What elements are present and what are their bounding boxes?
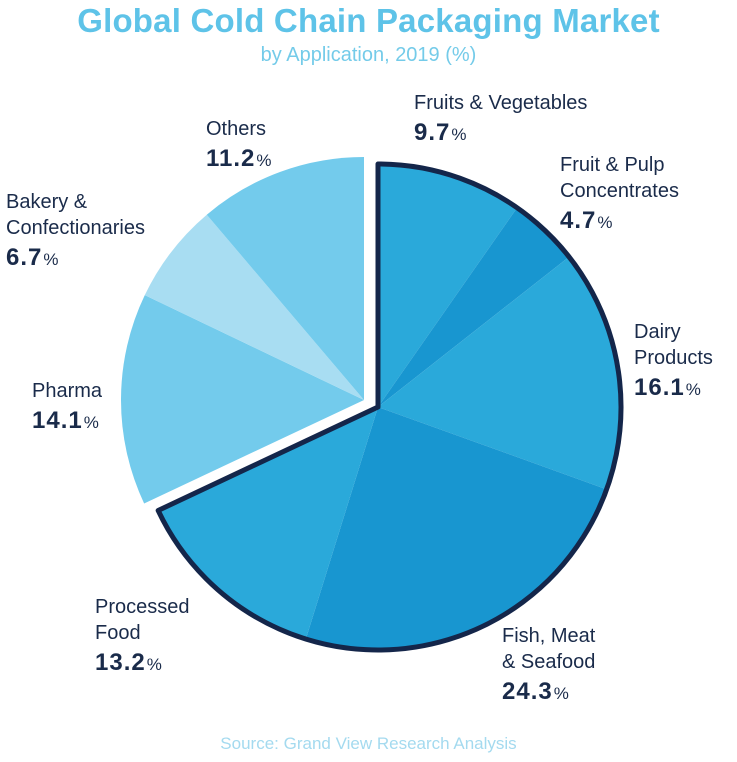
label-name: Processed Food [95, 596, 190, 644]
label-value: 14.1% [32, 407, 100, 434]
label-processed-food: Processed Food 13.2% [95, 594, 190, 678]
pie-slice-pharma [121, 295, 364, 504]
label-name: Fruits & Vegetables [414, 92, 588, 114]
label-value: 24.3% [502, 678, 570, 705]
label-value: 4.7% [560, 207, 614, 234]
pie-slice-fruit-pulp-concentrates [378, 207, 570, 407]
pie-slice-fish-meat-seafood [305, 407, 607, 650]
label-others: Others 11.2% [206, 116, 273, 174]
label-fruit-pulp-concentrates: Fruit & Pulp Concentrates 4.7% [560, 152, 679, 236]
primary-group-outline [155, 161, 624, 653]
label-name: Dairy Products [634, 321, 713, 369]
label-name: Others [206, 118, 267, 140]
label-value: 6.7% [6, 244, 60, 271]
label-name: Fruit & Pulp Concentrates [560, 154, 679, 202]
label-pharma: Pharma 14.1% [32, 378, 102, 436]
chart-subtitle: by Application, 2019 (%) [260, 44, 477, 66]
pie-slice-processed-food [158, 407, 378, 640]
label-dairy-products: Dairy Products 16.1% [634, 319, 713, 403]
label-fruits-vegetables: Fruits & Vegetables 9.7% [414, 90, 587, 148]
source-note: Source: Grand View Research Analysis [220, 734, 517, 753]
pie-slice-others [206, 157, 364, 400]
label-value: 11.2% [206, 145, 273, 172]
label-value: 16.1% [634, 374, 702, 401]
label-value: 13.2% [95, 649, 163, 676]
pie-slice-bakery-confectionaries [144, 214, 364, 400]
chart-title: Global Cold Chain Packaging Market [77, 2, 660, 39]
label-name: Pharma [32, 380, 103, 402]
label-name: Bakery & Confectionaries [6, 191, 145, 239]
label-bakery-confectionaries: Bakery & Confectionaries 6.7% [6, 189, 145, 273]
label-name: Fish, Meat & Seafood [502, 625, 596, 673]
label-value: 9.7% [414, 119, 468, 146]
label-fish-meat-seafood: Fish, Meat & Seafood 24.3% [502, 623, 595, 707]
pie-slice-fruits-vegetables [378, 164, 518, 407]
pie-slice-dairy-products [378, 256, 621, 490]
